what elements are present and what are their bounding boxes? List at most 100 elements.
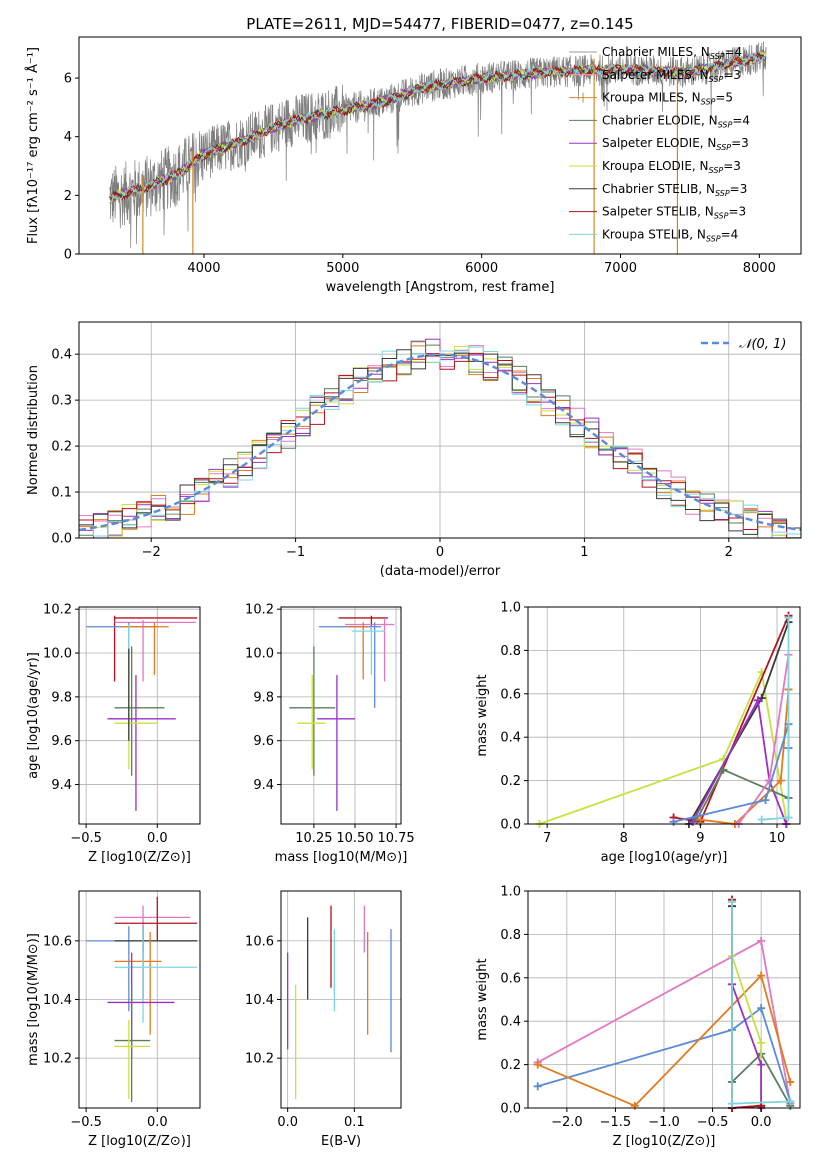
- series-line: [731, 983, 762, 1108]
- series-marker: [533, 1060, 542, 1069]
- y-tick-label: 0.2: [500, 1058, 521, 1073]
- x-axis-label: mass [log10(M/M⊙)]: [275, 850, 408, 865]
- y-tick-label: 10.4: [43, 993, 72, 1008]
- normal-curve: [78, 353, 802, 532]
- y-tick-label: 10.4: [245, 993, 274, 1008]
- series-marker: [776, 776, 785, 785]
- y-tick-label: 6: [64, 72, 72, 87]
- x-axis-label: wavelength [Angstrom, rest frame]: [326, 280, 555, 295]
- x-tick-label: 0.0: [147, 1115, 168, 1130]
- histogram-steps: [79, 346, 801, 539]
- x-tick-label: 2: [725, 545, 733, 560]
- x-tick-label: −2.0: [551, 1115, 583, 1130]
- x-tick-label: −0.5: [70, 831, 102, 846]
- y-tick-label: 9.4: [253, 778, 274, 793]
- legend-entry: Chabrier ELODIE, NSSP=4: [602, 113, 750, 129]
- legend-entry: Kroupa MILES, NSSP=5: [602, 91, 733, 107]
- y-tick-label: 2: [64, 189, 72, 204]
- spectrum-model-line: [109, 53, 767, 201]
- axes-frame: [78, 606, 201, 825]
- x-tick-label: 0.0: [147, 831, 168, 846]
- x-tick-label: −1.0: [648, 1115, 680, 1130]
- legend-entry: Chabrier STELIB, NSSP=3: [602, 182, 747, 198]
- spectrum-model-line: [109, 50, 767, 205]
- y-tick-label: 0.6: [500, 971, 521, 986]
- x-tick-label: 10.50: [336, 831, 373, 846]
- y-tick-label: 0.8: [500, 928, 521, 943]
- y-tick-label: 0.4: [500, 731, 521, 746]
- legend-entry: Chabrier MILES, NSSP=4: [602, 45, 742, 61]
- x-tick-label: 7: [543, 831, 551, 846]
- x-tick-label: 0: [436, 545, 444, 560]
- x-tick-label: 10: [769, 831, 786, 846]
- series-marker: [757, 971, 766, 980]
- y-axis-label: mass weight: [475, 674, 490, 756]
- y-tick-label: 1.0: [500, 601, 521, 616]
- y-tick-label: 0.3: [51, 394, 72, 409]
- legend-entry: Salpeter ELODIE, NSSP=3: [602, 136, 749, 152]
- series-marker: [669, 817, 678, 826]
- series-marker: [786, 1077, 795, 1086]
- spectrum-model-line: [109, 49, 767, 201]
- y-tick-label: 10.2: [245, 1052, 274, 1067]
- x-axis-label: Z [log10(Z/Z⊙)]: [613, 1134, 716, 1149]
- y-tick-label: 0.2: [500, 774, 521, 789]
- y-tick-label: 0: [64, 248, 72, 263]
- x-axis-label: Z [log10(Z/Z⊙)]: [88, 1134, 191, 1149]
- chart-spectrum: 4000 5000 6000 7000 8000 0 2 4 6 Chabrier MILES, …: [64, 36, 802, 276]
- x-tick-label: 0.1: [344, 1115, 365, 1130]
- spectrum-model-line: [109, 52, 767, 202]
- x-tick-label: 4000: [187, 261, 220, 276]
- legend-entry: 𝒩(0, 1): [739, 337, 786, 352]
- x-tick-label: −1.5: [600, 1115, 632, 1130]
- series-marker: [757, 1038, 766, 1047]
- y-tick-label: 0.8: [500, 644, 521, 659]
- y-tick-label: 10.0: [245, 647, 274, 662]
- series-marker: [784, 813, 793, 822]
- series-marker: [757, 815, 766, 824]
- series-marker: [786, 1097, 795, 1106]
- chart-mass-vs-Z: −0.5 0.0 10.2 10.4 10.6: [43, 890, 201, 1130]
- series-marker: [696, 815, 705, 824]
- y-tick-label: 0.0: [51, 532, 72, 547]
- y-axis-label: Normed distribution: [26, 365, 41, 495]
- x-tick-label: 8000: [743, 261, 776, 276]
- series-marker: [784, 613, 793, 622]
- x-tick-label: 10.25: [295, 831, 332, 846]
- series-line: [537, 1006, 792, 1102]
- legend-entry: Kroupa STELIB, NSSP=4: [602, 227, 738, 243]
- legend-entry: Kroupa ELODIE, NSSP=3: [602, 159, 741, 175]
- x-tick-label: 9: [696, 831, 704, 846]
- y-tick-label: 9.8: [51, 690, 72, 705]
- chart-mass-vs-EBV: 0.0 0.1 10.2 10.4 10.6: [245, 890, 402, 1130]
- x-tick-label: 1: [580, 545, 588, 560]
- series-marker: [728, 1099, 736, 1108]
- chart-age-vs-Z: −0.5 0.0 9.4 9.6 9.8 10.0 10.2: [43, 603, 201, 846]
- y-tick-label: 0.2: [51, 440, 72, 455]
- axes-frame: [280, 606, 402, 825]
- x-tick-label: 7000: [604, 261, 637, 276]
- histogram-steps: [79, 338, 801, 539]
- x-axis-label: (data-model)/error: [380, 564, 501, 579]
- y-tick-label: 1.0: [500, 885, 521, 900]
- y-tick-label: 10.0: [43, 647, 72, 662]
- y-tick-label: 0.4: [500, 1015, 521, 1030]
- legend-entry: Salpeter STELIB, NSSP=3: [602, 205, 746, 221]
- legend-entry: Salpeter MILES, NSSP=3: [602, 68, 741, 84]
- y-tick-label: 10.6: [245, 934, 274, 949]
- y-tick-label: 4: [64, 130, 72, 145]
- chart-mass-weight-vs-Z: −2.0 −1.5 −1.0 −0.5 0.0 0.0 0.2 0.4 0.6 0.8 1.0: [500, 885, 801, 1130]
- chart-age-vs-mass: 10.25 10.50 10.75 9.4 9.6 9.8 10.0 10.2: [245, 603, 415, 846]
- series-marker: [753, 696, 762, 705]
- y-tick-label: 9.4: [51, 778, 72, 793]
- y-tick-label: 10.2: [43, 1052, 72, 1067]
- series-marker: [719, 765, 728, 774]
- y-axis-label: age [log10(age/yr)]: [26, 652, 41, 779]
- axes-frame: [78, 36, 802, 255]
- x-tick-label: −0.5: [697, 1115, 729, 1130]
- x-axis-label: age [log10(age/yr)]: [601, 850, 728, 865]
- x-axis-label: E(B-V): [321, 1134, 361, 1149]
- series-marker: [728, 897, 736, 906]
- y-tick-label: 9.6: [253, 734, 274, 749]
